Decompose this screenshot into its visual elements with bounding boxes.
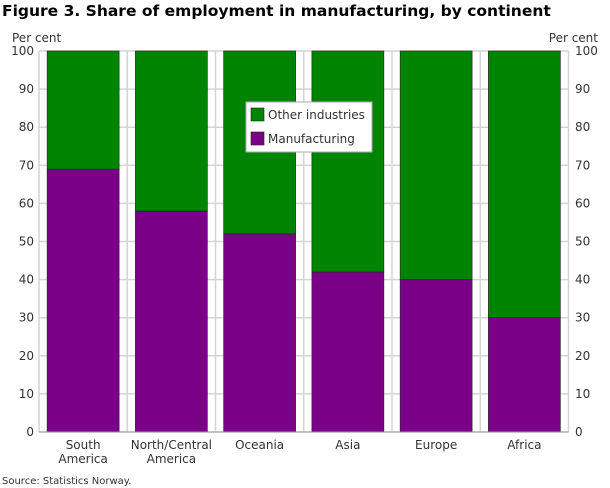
x-tick-label: Oceania [235,438,284,452]
y-tick-label-right: 0 [575,425,583,439]
y-tick-label-left: 60 [19,196,34,210]
y-tick-label-right: 40 [575,273,590,287]
bar-other-industries [399,50,473,280]
chart-title: Figure 3. Share of employment in manufac… [2,2,551,20]
bar-other-industries [46,50,120,170]
y-tick-label-left: 100 [11,44,34,58]
legend: Other industries Manufacturing [245,101,373,153]
bar-other-industries [135,50,208,212]
y-tick-label-left: 80 [19,120,34,134]
x-tick-label: Asia [335,438,360,452]
x-tick-label: South [66,438,101,452]
y-tick-label-right: 20 [575,349,590,363]
y-tick-label-right: 70 [575,158,590,172]
bar-other-industries [488,50,561,319]
y-tick-label-right: 50 [575,235,590,249]
y-tick-label-left: 0 [26,425,34,439]
grid [38,50,570,433]
y-tick-label-left: 10 [19,387,34,401]
y-tick-label-right: 30 [575,311,590,325]
y-tick-label-right: 90 [575,82,590,96]
y-tick-label-left: 30 [19,311,34,325]
y-tick-label-left: 90 [19,82,34,96]
x-tick-label: North/Central [131,438,212,452]
bar-manufacturing [311,271,385,433]
x-tick-label: America [147,452,197,466]
bars [46,50,561,433]
bar-manufacturing [488,317,561,433]
bar-other-industries [311,50,385,273]
y-tick-label-right: 80 [575,120,590,134]
y-axis-label-right: Per cent [549,31,599,45]
bar-manufacturing [135,210,208,433]
x-tick-label: America [58,452,108,466]
legend-label: Other industries [268,108,365,122]
axes: 0 0 10 10 20 20 30 30 40 40 50 50 60 60 70 70 80 80 90 90 10… [11,44,598,466]
y-tick-label-right: 60 [575,196,590,210]
y-tick-label-right: 10 [575,387,590,401]
source-note: Source: Statistics Norway. [2,476,131,487]
y-tick-label-right: 100 [575,44,598,58]
x-tick-label: Africa [507,438,541,452]
bar-manufacturing [223,233,296,433]
y-tick-label-left: 40 [19,273,34,287]
y-tick-label-left: 50 [19,235,34,249]
legend-box [245,101,373,153]
bar-manufacturing [399,279,473,433]
y-tick-label-left: 70 [19,158,34,172]
x-tick-label: Europe [415,438,457,452]
bar-manufacturing [46,168,120,433]
legend-swatch [250,107,265,122]
y-axis-label-left: Per cent [12,31,62,45]
y-tick-label-left: 20 [19,349,34,363]
legend-swatch [250,131,265,146]
legend-label: Manufacturing [268,132,355,146]
